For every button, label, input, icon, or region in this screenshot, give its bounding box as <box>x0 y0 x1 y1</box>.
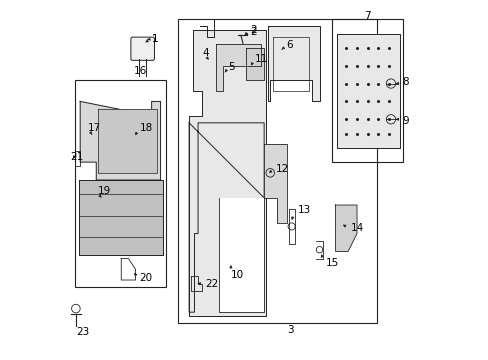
Text: 17: 17 <box>88 123 101 133</box>
Text: 16: 16 <box>134 66 147 76</box>
Polygon shape <box>335 205 356 251</box>
Polygon shape <box>189 123 264 312</box>
Text: 6: 6 <box>285 40 292 50</box>
FancyBboxPatch shape <box>131 37 154 60</box>
Text: 2: 2 <box>249 25 256 35</box>
Polygon shape <box>264 144 287 223</box>
Polygon shape <box>80 180 163 255</box>
Polygon shape <box>219 198 264 312</box>
Text: 5: 5 <box>228 63 235 72</box>
Text: 4: 4 <box>203 48 209 58</box>
Text: 22: 22 <box>205 279 218 289</box>
Bar <box>75 80 165 287</box>
Text: 15: 15 <box>325 258 339 268</box>
Text: 1: 1 <box>151 34 158 44</box>
Bar <box>178 19 376 323</box>
Polygon shape <box>98 109 157 173</box>
Polygon shape <box>216 44 260 91</box>
Polygon shape <box>80 102 160 180</box>
Text: 18: 18 <box>140 123 153 133</box>
Text: 14: 14 <box>350 223 364 233</box>
Bar <box>331 19 403 162</box>
Text: 19: 19 <box>97 186 110 197</box>
Text: 8: 8 <box>402 77 408 87</box>
Text: 21: 21 <box>70 152 83 162</box>
Text: 9: 9 <box>402 116 408 126</box>
Text: 23: 23 <box>77 327 90 337</box>
Polygon shape <box>337 33 399 148</box>
Text: 1: 1 <box>151 34 158 44</box>
Text: 7: 7 <box>364 11 370 21</box>
Polygon shape <box>246 48 264 80</box>
Text: 20: 20 <box>139 273 152 283</box>
Polygon shape <box>267 26 319 102</box>
Text: 13: 13 <box>297 205 310 215</box>
Text: 11: 11 <box>255 54 268 64</box>
Text: 12: 12 <box>275 164 288 174</box>
Polygon shape <box>189 30 265 316</box>
Text: 3: 3 <box>287 325 293 335</box>
Text: 2: 2 <box>249 27 256 37</box>
Text: 10: 10 <box>230 270 244 280</box>
